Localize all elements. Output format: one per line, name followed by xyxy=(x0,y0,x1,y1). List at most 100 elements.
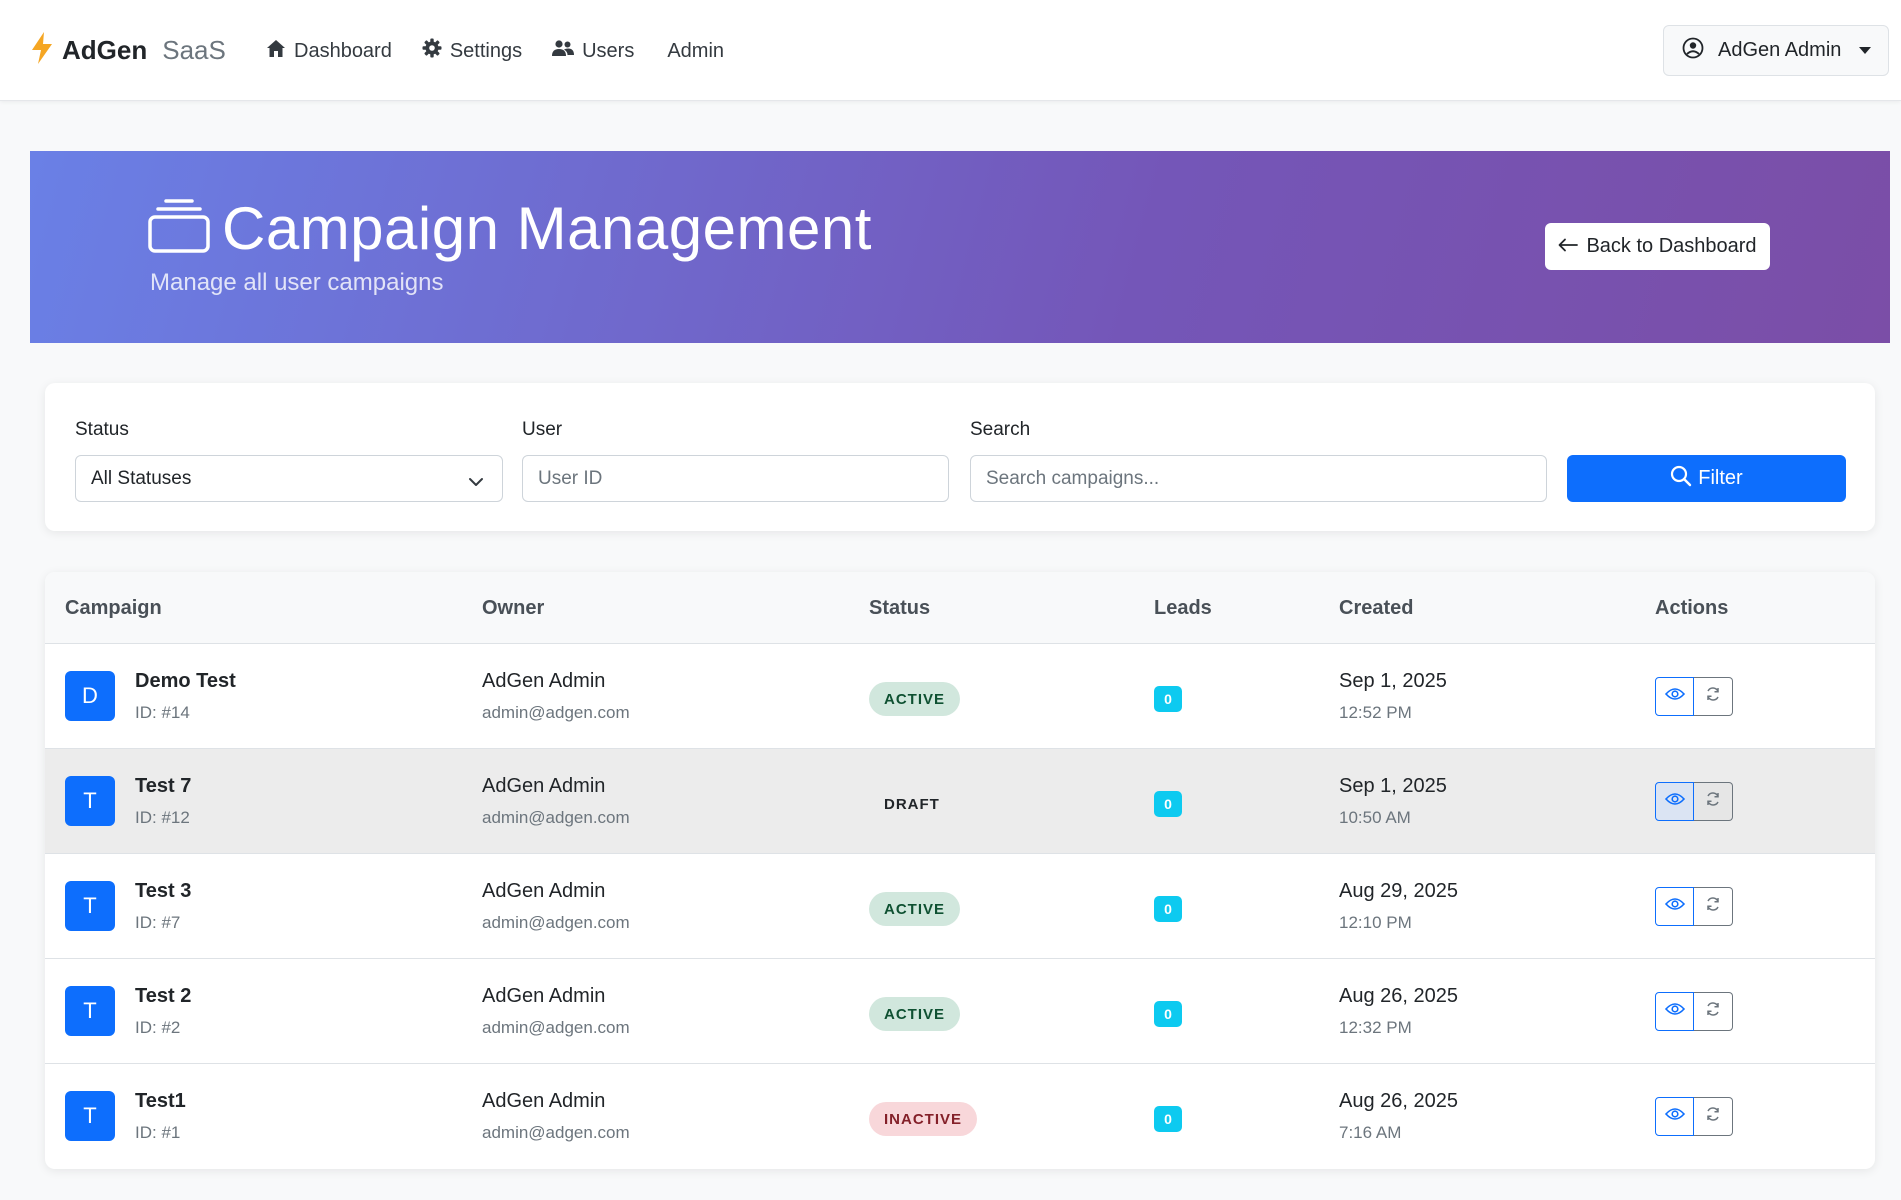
search-input[interactable]: Search campaigns... xyxy=(970,455,1547,502)
campaign-name: Test 7 xyxy=(135,775,192,797)
page-title: Campaign Management xyxy=(222,195,872,262)
nav-users-label: Users xyxy=(582,39,635,62)
refresh-icon xyxy=(1705,686,1721,707)
brand-logo[interactable]: AdGen SaaS xyxy=(30,32,226,69)
status-filter-label: Status xyxy=(75,419,129,440)
refresh-icon xyxy=(1705,896,1721,917)
back-to-dashboard-button[interactable]: Back to Dashboard xyxy=(1545,223,1770,270)
refresh-icon xyxy=(1705,791,1721,812)
table-header: Campaign Owner Status Leads Created Acti… xyxy=(45,572,1875,644)
status-badge: ACTIVE xyxy=(869,892,961,926)
back-button-label: Back to Dashboard xyxy=(1586,235,1757,257)
created-time: 12:32 PM xyxy=(1339,1018,1412,1037)
created-date: Sep 1, 2025 xyxy=(1339,775,1447,797)
view-button[interactable] xyxy=(1655,887,1694,926)
campaign-avatar: T xyxy=(65,986,115,1036)
table-row[interactable]: D Demo Test ID: #14 AdGen Admin admin@ad… xyxy=(45,644,1875,749)
owner-name: AdGen Admin xyxy=(482,985,606,1007)
view-button[interactable] xyxy=(1655,677,1694,716)
leads-count-badge: 0 xyxy=(1154,1001,1182,1027)
page-subtitle: Manage all user campaigns xyxy=(150,269,444,296)
page-header-banner: Campaign Management Manage all user camp… xyxy=(30,151,1890,343)
campaign-name: Test1 xyxy=(135,1090,186,1112)
view-button[interactable] xyxy=(1655,1097,1694,1136)
top-navbar: AdGen SaaS Dashboard xyxy=(0,0,1901,101)
nav-settings[interactable]: Settings xyxy=(422,38,522,64)
home-icon xyxy=(266,39,286,64)
row-actions xyxy=(1655,677,1733,716)
page-title-group: Campaign Management xyxy=(148,194,872,263)
user-circle-icon xyxy=(1682,37,1704,65)
sync-button[interactable] xyxy=(1694,782,1733,821)
owner-name: AdGen Admin xyxy=(482,880,606,902)
created-time: 12:10 PM xyxy=(1339,913,1412,932)
users-icon xyxy=(552,39,575,63)
search-filter-label: Search xyxy=(970,419,1031,440)
user-menu-label: AdGen Admin xyxy=(1718,39,1842,61)
nav-dashboard[interactable]: Dashboard xyxy=(266,38,392,64)
user-menu-dropdown[interactable]: AdGen Admin xyxy=(1663,25,1889,76)
table-row[interactable]: T Test 7 ID: #12 AdGen Admin admin@adgen… xyxy=(45,749,1875,854)
search-icon xyxy=(1670,465,1692,493)
created-time: 12:52 PM xyxy=(1339,703,1412,722)
sync-button[interactable] xyxy=(1694,1097,1733,1136)
row-actions xyxy=(1655,782,1733,821)
campaign-name: Test 2 xyxy=(135,985,192,1007)
table-row[interactable]: T Test1 ID: #1 AdGen Admin admin@adgen.c… xyxy=(45,1064,1875,1169)
leads-count-badge: 0 xyxy=(1154,791,1182,817)
created-date: Aug 26, 2025 xyxy=(1339,1090,1458,1112)
view-button[interactable] xyxy=(1655,992,1694,1031)
row-actions xyxy=(1655,992,1733,1031)
column-header-campaign[interactable]: Campaign xyxy=(65,597,162,619)
column-header-actions: Actions xyxy=(1655,597,1729,619)
nav-admin-label: Admin xyxy=(667,39,725,62)
user-id-input[interactable]: User ID xyxy=(522,455,949,502)
nav-users[interactable]: Users xyxy=(552,38,634,64)
user-id-placeholder: User ID xyxy=(538,467,603,489)
owner-name: AdGen Admin xyxy=(482,670,606,692)
nav-links: Dashboard Settings xyxy=(266,38,724,64)
campaign-id: ID: #14 xyxy=(135,703,190,722)
status-badge: ACTIVE xyxy=(869,682,961,716)
status-badge: DRAFT xyxy=(884,795,940,813)
table-row[interactable]: T Test 3 ID: #7 AdGen Admin admin@adgen.… xyxy=(45,854,1875,959)
campaign-id: ID: #2 xyxy=(135,1018,181,1037)
created-date: Aug 26, 2025 xyxy=(1339,985,1458,1007)
caret-down-icon xyxy=(1859,47,1872,54)
sync-button[interactable] xyxy=(1694,992,1733,1031)
refresh-icon xyxy=(1705,1001,1721,1022)
nav-dashboard-label: Dashboard xyxy=(294,39,392,62)
nav-settings-label: Settings xyxy=(449,39,523,62)
view-button[interactable] xyxy=(1655,782,1694,821)
campaigns-table: Campaign Owner Status Leads Created Acti… xyxy=(45,572,1875,1169)
bolt-icon xyxy=(30,32,54,69)
column-header-status[interactable]: Status xyxy=(869,597,931,619)
leads-count-badge: 0 xyxy=(1154,1106,1182,1132)
nav-admin[interactable]: Admin xyxy=(667,38,724,64)
status-select[interactable]: All Statuses xyxy=(75,455,503,502)
campaign-avatar: T xyxy=(65,1091,115,1141)
column-header-created[interactable]: Created xyxy=(1339,597,1414,619)
eye-icon xyxy=(1664,792,1685,811)
campaign-avatar: T xyxy=(65,776,115,826)
owner-email: admin@adgen.com xyxy=(482,1018,630,1037)
status-select-value: All Statuses xyxy=(91,467,192,489)
chevron-down-icon xyxy=(468,472,484,494)
table-row[interactable]: T Test 2 ID: #2 AdGen Admin admin@adgen.… xyxy=(45,959,1875,1064)
owner-email: admin@adgen.com xyxy=(482,808,630,827)
owner-email: admin@adgen.com xyxy=(482,1123,630,1142)
sync-button[interactable] xyxy=(1694,677,1733,716)
leads-count-badge: 0 xyxy=(1154,896,1182,922)
eye-icon xyxy=(1664,687,1685,706)
column-header-leads[interactable]: Leads xyxy=(1154,597,1212,619)
created-date: Sep 1, 2025 xyxy=(1339,670,1447,692)
campaign-name: Demo Test xyxy=(135,670,236,692)
owner-name: AdGen Admin xyxy=(482,775,606,797)
sync-button[interactable] xyxy=(1694,887,1733,926)
eye-icon xyxy=(1664,1107,1685,1126)
column-header-owner[interactable]: Owner xyxy=(482,597,545,619)
eye-icon xyxy=(1664,1002,1685,1021)
filter-button[interactable]: Filter xyxy=(1567,455,1846,502)
owner-email: admin@adgen.com xyxy=(482,703,630,722)
campaign-id: ID: #12 xyxy=(135,808,190,827)
